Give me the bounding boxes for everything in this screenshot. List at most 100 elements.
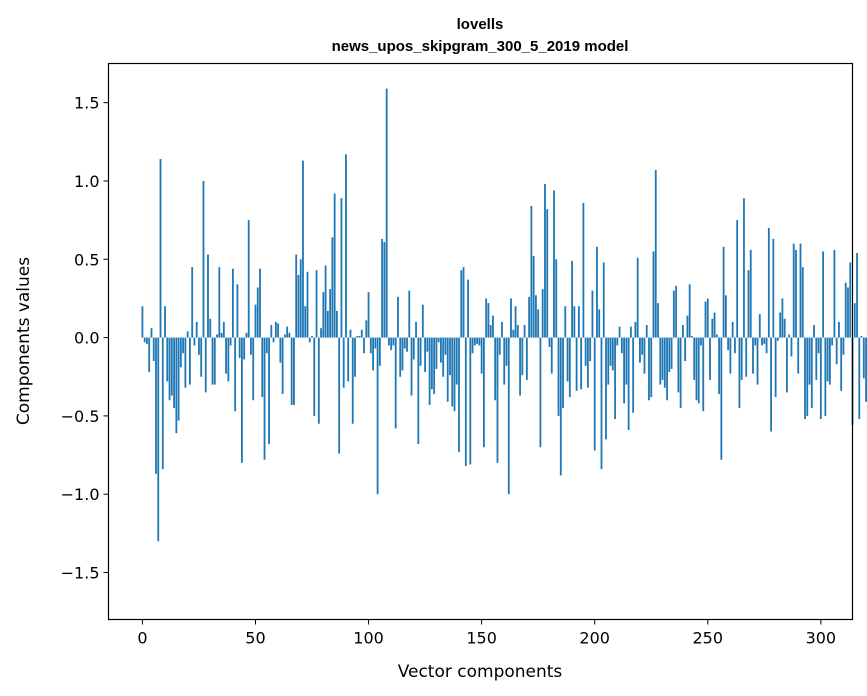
bar xyxy=(711,318,714,338)
bar xyxy=(195,321,198,338)
bar xyxy=(184,337,187,388)
bar xyxy=(236,284,239,338)
bar xyxy=(231,268,234,338)
bar xyxy=(591,290,594,338)
bar xyxy=(390,337,393,351)
bar xyxy=(523,325,526,338)
bar xyxy=(695,337,698,401)
x-tick-label: 150 xyxy=(466,629,497,648)
bar xyxy=(218,267,221,338)
bar xyxy=(661,337,664,380)
bar xyxy=(338,337,341,454)
bar xyxy=(618,326,621,338)
bar xyxy=(412,337,415,360)
x-axis-label: Vector components xyxy=(398,662,563,682)
bar xyxy=(424,337,426,373)
bar xyxy=(752,337,754,374)
bar xyxy=(734,337,736,354)
bar xyxy=(198,337,200,355)
bar xyxy=(322,292,325,338)
bar xyxy=(758,314,761,338)
bar xyxy=(227,337,230,382)
bar xyxy=(399,337,402,377)
bar xyxy=(605,337,607,440)
bar xyxy=(152,337,155,362)
bar xyxy=(553,190,555,338)
bar xyxy=(636,257,639,338)
bar xyxy=(600,337,603,470)
bar xyxy=(722,246,725,338)
bar xyxy=(602,262,605,338)
bar xyxy=(451,337,454,407)
bar xyxy=(539,337,542,448)
bar xyxy=(571,260,573,338)
bar xyxy=(562,337,564,409)
chart-subtitle: news_upos_skipgram_300_5_2019 model xyxy=(332,38,629,55)
bar xyxy=(614,337,616,420)
bar xyxy=(555,259,558,338)
bar xyxy=(311,336,313,338)
bar xyxy=(164,306,166,338)
bar xyxy=(824,337,827,416)
bar xyxy=(668,337,671,373)
bar xyxy=(496,337,499,463)
chart-title: lovells xyxy=(457,16,504,33)
bar xyxy=(349,329,352,338)
bar xyxy=(525,337,528,380)
bar xyxy=(756,337,759,385)
bar xyxy=(283,334,286,338)
bar xyxy=(573,306,576,338)
bar xyxy=(546,209,549,338)
bar xyxy=(537,309,540,338)
bar xyxy=(315,270,318,338)
bar xyxy=(589,337,592,362)
bar xyxy=(686,315,689,338)
bar xyxy=(844,282,847,338)
bar xyxy=(681,325,684,338)
bar xyxy=(530,206,533,338)
bar xyxy=(340,198,343,338)
bar xyxy=(202,180,205,338)
bar xyxy=(609,337,612,366)
bar xyxy=(521,337,524,376)
bar xyxy=(587,337,589,388)
bar xyxy=(740,337,743,380)
bar xyxy=(559,337,562,476)
bar xyxy=(501,321,503,338)
bar xyxy=(505,337,508,366)
bar xyxy=(485,298,488,338)
bar xyxy=(697,337,700,404)
bar xyxy=(331,237,334,338)
bar xyxy=(354,337,356,377)
y-tick-label: 0.0 xyxy=(74,329,99,348)
bar xyxy=(433,337,436,394)
bar xyxy=(745,337,748,377)
bar xyxy=(308,337,311,343)
bar xyxy=(182,337,185,354)
bar xyxy=(544,184,546,338)
bar-series xyxy=(141,88,867,542)
bar xyxy=(141,306,144,338)
bar xyxy=(593,337,596,451)
bar xyxy=(274,321,277,338)
bar xyxy=(299,259,302,338)
bar xyxy=(263,337,266,460)
bar xyxy=(388,337,390,346)
bar xyxy=(480,337,483,374)
bar xyxy=(170,337,173,396)
bar xyxy=(469,337,472,465)
bar xyxy=(632,337,635,413)
bar xyxy=(487,303,490,338)
bar xyxy=(356,336,359,338)
x-tick-label: 100 xyxy=(353,629,384,648)
bar xyxy=(535,295,537,338)
bar xyxy=(743,198,745,338)
bar xyxy=(790,337,793,357)
bar xyxy=(179,337,182,368)
bar xyxy=(650,337,653,398)
bar xyxy=(220,332,223,338)
bar xyxy=(718,337,720,394)
bar xyxy=(577,306,580,338)
bar xyxy=(516,325,519,338)
bar xyxy=(351,337,354,424)
